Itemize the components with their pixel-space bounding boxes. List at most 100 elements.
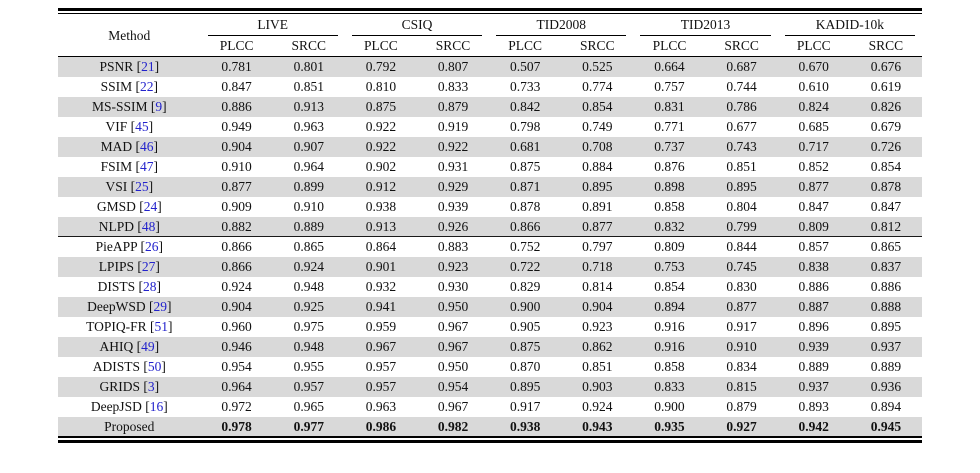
value-cell: 0.957 — [365, 359, 397, 374]
value-cell: 0.957 — [293, 379, 324, 394]
value-cell: 0.878 — [509, 199, 541, 214]
value-cell: 0.954 — [221, 359, 252, 374]
value-cell: 0.722 — [509, 259, 541, 274]
value-cell: 0.937 — [798, 379, 829, 394]
value-cell: 0.903 — [582, 379, 613, 394]
value-cell: 0.884 — [582, 159, 613, 174]
citation-link[interactable]: 48 — [141, 218, 156, 234]
table-row: DeepJSD [16] 0.972 0.965 0.963 0.967 0.917 0.9… — [58, 397, 922, 417]
value-cell: 0.948 — [293, 279, 324, 294]
value-cell: 0.954 — [437, 379, 469, 394]
value-cell: 0.910 — [221, 159, 252, 174]
citation-link[interactable]: 45 — [135, 119, 149, 134]
citation-link[interactable]: 46 — [139, 139, 154, 154]
value-cell: 0.610 — [798, 79, 829, 94]
value-cell: 0.877 — [726, 299, 757, 314]
subheader-plcc: PLCC — [489, 36, 562, 57]
citation-link[interactable]: 49 — [141, 339, 155, 354]
value-cell: 0.917 — [509, 399, 541, 414]
value-cell: 0.809 — [633, 236, 706, 257]
value-cell: 0.939 — [437, 199, 469, 214]
value-cell: 0.964 — [221, 379, 252, 394]
value-cell: 0.771 — [654, 119, 685, 134]
value-cell: 0.838 — [798, 259, 829, 274]
value-cell: 0.708 — [582, 139, 613, 154]
value-cell: 0.930 — [437, 279, 469, 294]
citation-link[interactable]: 24 — [143, 199, 158, 214]
table-row: DeepWSD [29] 0.904 0.925 0.941 0.950 0.900 0.9… — [58, 296, 922, 317]
value-cell: 0.917 — [726, 319, 757, 334]
citation-link[interactable]: 28 — [142, 279, 157, 294]
value-cell: 0.797 — [561, 236, 634, 257]
value-cell: 0.842 — [509, 99, 541, 114]
value-cell: 0.679 — [870, 119, 902, 134]
citation-link[interactable]: 22 — [139, 79, 154, 94]
citation-link[interactable]: 50 — [147, 359, 162, 374]
value-cell: 0.834 — [726, 359, 757, 374]
value-cell: 0.889 — [293, 218, 324, 234]
value-cell: 0.619 — [870, 79, 902, 94]
value-cell: 0.833 — [437, 79, 469, 94]
citation-link[interactable]: 47 — [139, 159, 154, 174]
value-cell: 0.851 — [582, 359, 613, 374]
value-cell: 0.792 — [365, 59, 397, 75]
value-cell: 0.949 — [221, 119, 252, 134]
table-row: VSI [25] 0.877 0.899 0.912 0.929 0.871 0.895 0.… — [58, 176, 922, 197]
value-cell: 0.939 — [798, 339, 829, 354]
value-cell: 0.851 — [293, 79, 324, 94]
value-cell: 0.847 — [870, 199, 902, 214]
value-cell: 0.967 — [437, 319, 469, 334]
value-cell: 0.926 — [437, 218, 469, 234]
value-cell: 0.871 — [509, 179, 541, 194]
value-cell: 0.733 — [509, 79, 541, 94]
value-cell: 0.753 — [654, 259, 685, 274]
value-cell: 0.965 — [293, 399, 324, 414]
value-cell: 0.832 — [654, 218, 685, 234]
value-cell: 0.888 — [870, 299, 902, 314]
value-cell: 0.851 — [726, 159, 757, 174]
value-cell: 0.886 — [870, 279, 902, 294]
value-cell: 0.745 — [726, 259, 757, 274]
value-cell: 0.913 — [293, 99, 324, 114]
value-cell: 0.687 — [726, 59, 757, 75]
value-cell: 0.902 — [365, 159, 397, 174]
citation-link[interactable]: 3 — [147, 379, 155, 394]
table-row: PieAPP [26] 0.866 0.865 0.864 0.883 0.752 0.79… — [58, 236, 922, 257]
value-cell: 0.810 — [365, 79, 397, 94]
value-cell: 0.525 — [582, 59, 613, 75]
value-cell: 0.955 — [293, 359, 324, 374]
value-cell: 0.895 — [870, 319, 902, 334]
value-cell: 0.858 — [654, 359, 685, 374]
citation-link[interactable]: 51 — [154, 319, 168, 334]
table-row: AHIQ [49] 0.946 0.948 0.967 0.967 0.875 0.862 0… — [58, 336, 922, 357]
method-cell: Proposed — [104, 418, 155, 434]
value-cell: 0.749 — [582, 119, 613, 134]
citation-link[interactable]: 21 — [141, 59, 155, 75]
value-cell: 0.804 — [726, 199, 757, 214]
method-cell: SSIM [22] — [100, 79, 158, 94]
value-cell: 0.936 — [870, 379, 902, 394]
citation-link[interactable]: 25 — [135, 179, 149, 194]
value-cell: 0.898 — [654, 179, 685, 194]
value-cell: 0.829 — [509, 279, 541, 294]
value-cell: 0.893 — [798, 399, 829, 414]
value-cell: 0.809 — [798, 218, 829, 234]
citation-link[interactable]: 27 — [141, 259, 156, 274]
citation-link[interactable]: 29 — [153, 299, 167, 314]
value-cell: 0.883 — [416, 236, 490, 257]
value-cell: 0.922 — [365, 119, 397, 134]
method-column-header: Method — [58, 13, 201, 57]
value-cell: 0.852 — [798, 159, 829, 174]
value-cell: 0.912 — [365, 179, 397, 194]
citation-link[interactable]: 26 — [144, 239, 159, 255]
citation-link[interactable]: 16 — [149, 399, 164, 414]
value-cell: 0.786 — [726, 99, 757, 114]
method-cell: TOPIQ-FR [51] — [86, 319, 173, 334]
value-cell: 0.967 — [437, 339, 469, 354]
value-cell: 0.909 — [221, 199, 252, 214]
value-cell: 0.833 — [654, 379, 685, 394]
table-row: VIF [45] 0.949 0.963 0.922 0.919 0.798 0.749 0.… — [58, 117, 922, 137]
value-cell: 0.924 — [293, 259, 324, 274]
citation-link[interactable]: 9 — [155, 99, 163, 114]
group-header-csiq: CSIQ — [345, 14, 489, 36]
